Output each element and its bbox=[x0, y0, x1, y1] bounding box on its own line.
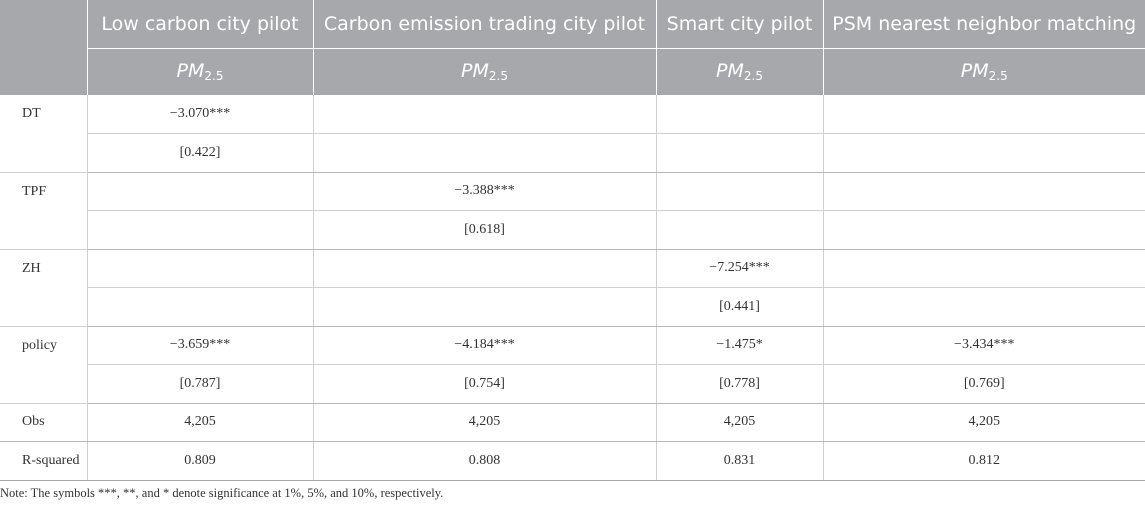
coef-cell: −4.184*** bbox=[313, 326, 657, 365]
table-body: DT −3.070*** [0.422] TPF −3.388*** [0.61… bbox=[0, 95, 1145, 481]
coef-cell bbox=[823, 95, 1145, 134]
row-label-r-squared: R-squared bbox=[0, 441, 88, 481]
value-cell: 0.812 bbox=[823, 441, 1145, 481]
table-row-zh-se: [0.441] bbox=[0, 287, 1145, 327]
se-cell: [0.778] bbox=[656, 364, 824, 404]
se-cell bbox=[87, 287, 314, 327]
dependent-variable: PM2.5 bbox=[823, 48, 1145, 95]
se-cell bbox=[823, 287, 1145, 327]
header-stub bbox=[0, 0, 88, 95]
coef-cell: −3.659*** bbox=[87, 326, 314, 365]
value-cell: 0.809 bbox=[87, 441, 314, 481]
se-cell: [0.422] bbox=[87, 133, 314, 173]
coef-cell bbox=[87, 249, 314, 288]
regression-table: Low carbon city pilot Carbon emission tr… bbox=[0, 0, 1145, 481]
table-row-zh-coef: ZH −7.254*** bbox=[0, 249, 1145, 327]
coef-cell: −3.434*** bbox=[823, 326, 1145, 365]
value-cell: 4,205 bbox=[313, 403, 657, 442]
se-cell bbox=[87, 210, 314, 250]
se-cell bbox=[313, 287, 657, 327]
dependent-variable: PM2.5 bbox=[87, 48, 314, 95]
table-row-policy-coef: policy −3.659*** −4.184*** −1.475* −3.43… bbox=[0, 326, 1145, 404]
table-row-obs: Obs 4,205 4,205 4,205 4,205 bbox=[0, 403, 1145, 442]
coef-cell bbox=[313, 249, 657, 288]
se-cell: [0.441] bbox=[656, 287, 824, 327]
table-row-policy-se: [0.787] [0.754] [0.778] [0.769] bbox=[0, 364, 1145, 404]
value-cell: 0.808 bbox=[313, 441, 657, 481]
se-cell bbox=[313, 133, 657, 173]
header-row-dependent-variable: PM2.5 PM2.5 PM2.5 PM2.5 bbox=[0, 48, 1145, 95]
dependent-variable: PM2.5 bbox=[656, 48, 824, 95]
table-row-r-squared: R-squared 0.809 0.808 0.831 0.812 bbox=[0, 441, 1145, 481]
coef-cell bbox=[313, 95, 657, 134]
row-label-dt: DT bbox=[0, 95, 88, 173]
coef-cell: −1.475* bbox=[656, 326, 824, 365]
header-row-model: Low carbon city pilot Carbon emission tr… bbox=[0, 0, 1145, 95]
coef-cell: −7.254*** bbox=[656, 249, 824, 288]
table-note: Note: The symbols ***, **, and * denote … bbox=[0, 486, 444, 500]
row-label-tpf: TPF bbox=[0, 172, 88, 250]
coef-cell bbox=[656, 172, 824, 211]
coef-cell bbox=[823, 172, 1145, 211]
table-row-tpf-coef: TPF −3.388*** bbox=[0, 172, 1145, 250]
se-cell bbox=[656, 210, 824, 250]
row-label-zh: ZH bbox=[0, 249, 88, 327]
coef-cell: −3.388*** bbox=[313, 172, 657, 211]
se-cell bbox=[823, 210, 1145, 250]
table-header: Low carbon city pilot Carbon emission tr… bbox=[0, 0, 1145, 95]
se-cell: [0.754] bbox=[313, 364, 657, 404]
dependent-variable: PM2.5 bbox=[313, 48, 657, 95]
se-cell: [0.787] bbox=[87, 364, 314, 404]
coef-cell bbox=[823, 249, 1145, 288]
value-cell: 4,205 bbox=[656, 403, 824, 442]
se-cell: [0.618] bbox=[313, 210, 657, 250]
column-header-psm: PSM nearest neighbor matching bbox=[823, 0, 1145, 49]
se-cell bbox=[823, 133, 1145, 173]
table-row-tpf-se: [0.618] bbox=[0, 210, 1145, 250]
value-cell: 4,205 bbox=[823, 403, 1145, 442]
column-header-low-carbon: Low carbon city pilot bbox=[87, 0, 314, 49]
column-header-carbon-trading: Carbon emission trading city pilot bbox=[313, 0, 657, 49]
coef-cell bbox=[87, 172, 314, 211]
se-cell bbox=[656, 133, 824, 173]
table-row-dt-coef: DT −3.070*** bbox=[0, 95, 1145, 173]
se-cell: [0.769] bbox=[823, 364, 1145, 404]
value-cell: 4,205 bbox=[87, 403, 314, 442]
table-row-dt-se: [0.422] bbox=[0, 133, 1145, 173]
column-header-smart-city: Smart city pilot bbox=[656, 0, 824, 49]
coef-cell: −3.070*** bbox=[87, 95, 314, 134]
row-label-policy: policy bbox=[0, 326, 88, 404]
row-label-obs: Obs bbox=[0, 403, 88, 442]
value-cell: 0.831 bbox=[656, 441, 824, 481]
coef-cell bbox=[656, 95, 824, 134]
